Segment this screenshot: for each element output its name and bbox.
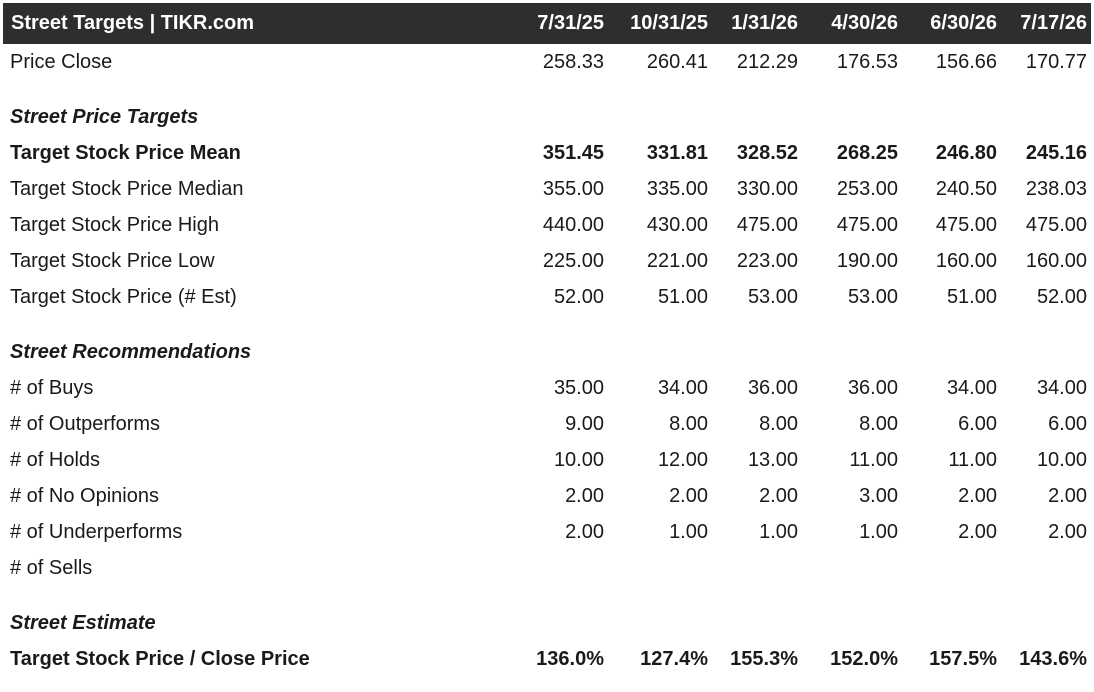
row-label: Target Stock Price Low xyxy=(10,250,215,272)
column-header: 4/30/26 xyxy=(831,12,898,34)
cell: 430.00 xyxy=(646,214,708,236)
cell: 2.00 xyxy=(669,485,708,507)
cell: 440.00 xyxy=(542,214,604,236)
cell: 212.29 xyxy=(736,51,798,73)
cell: 6.00 xyxy=(1048,413,1087,435)
cell: 12.00 xyxy=(657,449,708,471)
cell: 2.00 xyxy=(565,521,604,543)
row-label: Target Stock Price Mean xyxy=(10,142,241,164)
column-header: 10/31/25 xyxy=(630,12,708,34)
cell: 1.00 xyxy=(759,521,798,543)
cell: 253.00 xyxy=(836,178,898,200)
section-title: Street Price Targets xyxy=(10,106,199,128)
cell: 53.00 xyxy=(747,286,798,308)
cell: 475.00 xyxy=(935,214,997,236)
cell: 170.77 xyxy=(1025,51,1087,73)
row-label: # of Holds xyxy=(10,449,101,471)
row-label: Target Stock Price (# Est) xyxy=(10,286,237,308)
header-bar xyxy=(3,3,1091,44)
cell: 2.00 xyxy=(565,485,604,507)
cell: 475.00 xyxy=(836,214,898,236)
cell: 246.80 xyxy=(935,142,997,164)
cell: 225.00 xyxy=(542,250,604,272)
cell: 2.00 xyxy=(958,521,997,543)
cell: 9.00 xyxy=(565,413,604,435)
cell: 335.00 xyxy=(646,178,708,200)
cell: 11.00 xyxy=(948,449,997,471)
cell: 190.00 xyxy=(836,250,898,272)
row-label: Target Stock Price / Close Price xyxy=(10,648,310,670)
cell: 155.3% xyxy=(730,648,798,670)
cell: 160.00 xyxy=(1025,250,1087,272)
cell: 176.53 xyxy=(836,51,898,73)
cell: 223.00 xyxy=(736,250,798,272)
cell: 34.00 xyxy=(946,377,997,399)
cell: 3.00 xyxy=(859,485,898,507)
cell: 245.16 xyxy=(1025,142,1087,164)
cell: 2.00 xyxy=(1048,521,1087,543)
cell: 355.00 xyxy=(542,178,604,200)
cell: 127.4% xyxy=(640,648,708,670)
row-label: Price Close xyxy=(10,51,113,73)
cell: 221.00 xyxy=(646,250,708,272)
cell: 258.33 xyxy=(542,51,604,73)
row-label: Target Stock Price Median xyxy=(10,178,244,200)
cell: 34.00 xyxy=(657,377,708,399)
column-header: 7/17/26 xyxy=(1020,12,1087,34)
section-title: Street Estimate xyxy=(10,612,156,634)
cell: 268.25 xyxy=(836,142,898,164)
section-title: Street Recommendations xyxy=(10,341,252,363)
column-header: 6/30/26 xyxy=(930,12,997,34)
cell: 6.00 xyxy=(958,413,997,435)
row-label: Target Stock Price High xyxy=(10,214,219,236)
cell: 143.6% xyxy=(1019,648,1087,670)
cell: 2.00 xyxy=(1048,485,1087,507)
cell: 13.00 xyxy=(747,449,798,471)
cell: 36.00 xyxy=(747,377,798,399)
cell: 51.00 xyxy=(946,286,997,308)
cell: 8.00 xyxy=(859,413,898,435)
cell: 2.00 xyxy=(759,485,798,507)
row-label: # of No Opinions xyxy=(10,485,159,507)
cell: 8.00 xyxy=(669,413,708,435)
cell: 8.00 xyxy=(759,413,798,435)
cell: 51.00 xyxy=(657,286,708,308)
cell: 240.50 xyxy=(935,178,997,200)
cell: 10.00 xyxy=(553,449,604,471)
row-label: # of Sells xyxy=(10,557,93,579)
cell: 475.00 xyxy=(736,214,798,236)
cell: 34.00 xyxy=(1036,377,1087,399)
cell: 136.0% xyxy=(536,648,604,670)
row-label: # of Underperforms xyxy=(10,521,183,543)
cell: 475.00 xyxy=(1025,214,1087,236)
cell: 1.00 xyxy=(859,521,898,543)
cell: 351.45 xyxy=(542,142,604,164)
cell: 238.03 xyxy=(1025,178,1087,200)
cell: 52.00 xyxy=(553,286,604,308)
cell: 160.00 xyxy=(935,250,997,272)
column-header: 7/31/25 xyxy=(537,12,604,34)
cell: 11.00 xyxy=(849,449,898,471)
cell: 10.00 xyxy=(1036,449,1087,471)
cell: 330.00 xyxy=(736,178,798,200)
row-label: # of Outperforms xyxy=(10,413,161,435)
row-label: # of Buys xyxy=(10,377,94,399)
column-header: 1/31/26 xyxy=(731,12,798,34)
cell: 1.00 xyxy=(669,521,708,543)
cell: 331.81 xyxy=(646,142,708,164)
cell: 328.52 xyxy=(736,142,798,164)
cell: 35.00 xyxy=(553,377,604,399)
cell: 53.00 xyxy=(847,286,898,308)
cell: 2.00 xyxy=(958,485,997,507)
cell: 260.41 xyxy=(646,51,708,73)
cell: 156.66 xyxy=(935,51,997,73)
cell: 52.00 xyxy=(1036,286,1087,308)
header-title: Street Targets | TIKR.com xyxy=(11,12,255,34)
cell: 36.00 xyxy=(847,377,898,399)
cell: 152.0% xyxy=(830,648,898,670)
cell: 157.5% xyxy=(929,648,997,670)
